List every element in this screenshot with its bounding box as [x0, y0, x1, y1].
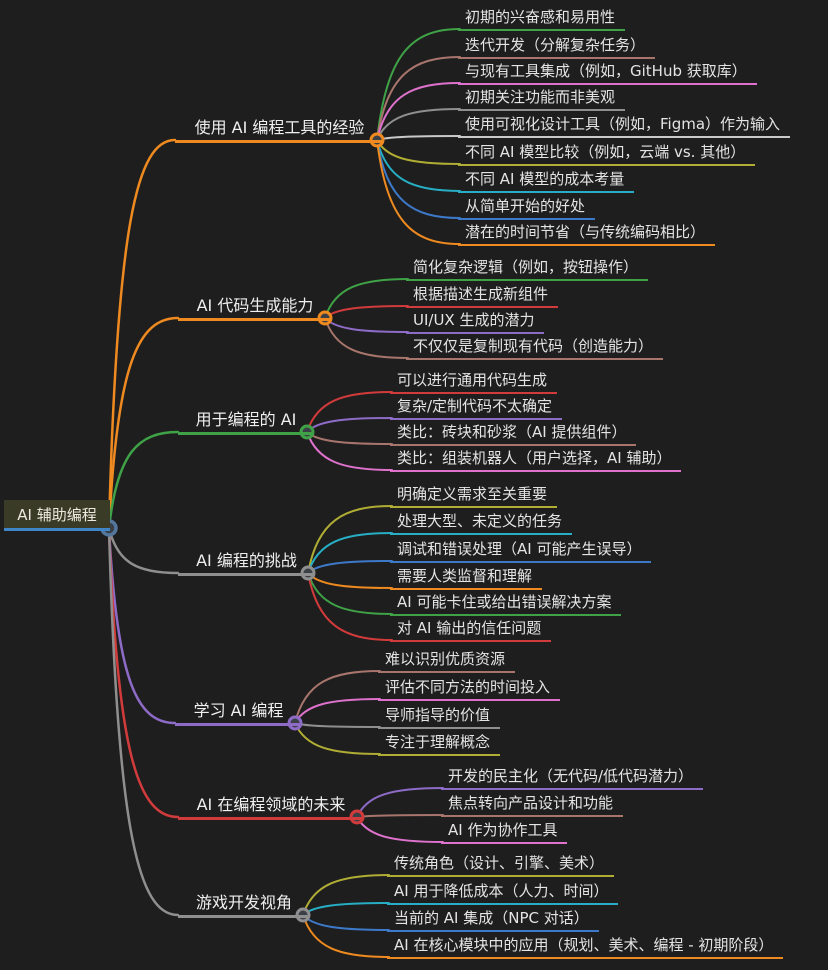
- leaf-topic[interactable]: 使用可视化设计工具（例如，Figma）作为输入: [458, 112, 791, 138]
- leaf-connector: [376, 139, 461, 165]
- leaf-topic[interactable]: 需要人类监督和理解: [390, 564, 543, 590]
- leaf-topic[interactable]: 处理大型、未定义的任务: [390, 509, 573, 535]
- leaf-topic[interactable]: 简化复杂逻辑（例如，按钮操作）: [406, 255, 649, 281]
- leaf-topic[interactable]: AI 作为协作工具: [441, 818, 568, 844]
- branch-topic[interactable]: 学习 AI 编程: [175, 697, 302, 726]
- leaf-connector: [302, 874, 390, 916]
- branch-topic[interactable]: 游戏开发视角: [178, 889, 310, 918]
- branch-topic[interactable]: AI 代码生成能力: [178, 292, 332, 321]
- leaf-topic[interactable]: 初期关注功能而非美观: [458, 85, 626, 111]
- leaf-connector: [324, 317, 409, 333]
- leaf-connector: [356, 814, 444, 818]
- leaf-topic[interactable]: 对 AI 输出的信任问题: [390, 616, 552, 642]
- leaf-topic[interactable]: 导师指导的价值: [378, 703, 501, 729]
- leaf-connector: [302, 914, 390, 931]
- leaf-topic[interactable]: 专注于理解概念: [378, 730, 501, 756]
- leaf-connector: [307, 572, 393, 641]
- branch-connector: [107, 526, 180, 819]
- leaf-topic[interactable]: 与现有工具集成（例如，GitHub 获取库）: [458, 59, 757, 85]
- leaf-connector: [376, 135, 461, 141]
- leaf-connector: [376, 82, 461, 141]
- leaf-connector: [324, 305, 409, 319]
- leaf-connector: [356, 816, 444, 843]
- leaf-topic[interactable]: UI/UX 生成的潜力: [406, 308, 545, 334]
- leaf-topic[interactable]: 评估不同方法的时间投入: [378, 675, 561, 701]
- branch-connector: [107, 526, 177, 725]
- leaf-connector: [294, 670, 381, 724]
- branch-connector: [107, 316, 180, 530]
- leaf-connector: [294, 722, 381, 755]
- leaf-connector: [306, 391, 393, 433]
- leaf-connector: [356, 787, 444, 818]
- leaf-connector: [294, 722, 381, 728]
- leaf-topic[interactable]: 不仅仅是复制现有代码（创造能力）: [406, 334, 664, 360]
- leaf-topic[interactable]: 从简单开始的好处: [458, 194, 596, 220]
- leaf-topic[interactable]: 焦点转向产品设计和功能: [441, 791, 624, 817]
- leaf-topic[interactable]: 潜在的时间节省（与传统编码相比）: [458, 220, 716, 246]
- leaf-topic[interactable]: AI 在核心模块中的应用（规划、美术、编程 - 初期阶段）: [387, 933, 784, 959]
- leaf-connector: [306, 431, 393, 445]
- leaf-topic[interactable]: 难以识别优质资源: [378, 647, 516, 673]
- leaf-connector: [306, 431, 393, 471]
- root-topic[interactable]: AI 辅助编程: [4, 500, 110, 531]
- branch-topic[interactable]: AI 编程的挑战: [178, 547, 315, 576]
- leaf-topic[interactable]: AI 可能卡住或给出错误解决方案: [390, 590, 622, 616]
- leaf-connector: [376, 139, 461, 245]
- leaf-topic[interactable]: 可以进行通用代码生成: [390, 368, 558, 394]
- branch-connector: [107, 138, 177, 530]
- leaf-connector: [376, 108, 461, 141]
- branch-connector: [107, 526, 180, 917]
- leaf-connector: [302, 914, 390, 958]
- leaf-connector: [306, 417, 393, 433]
- leaf-connector: [376, 139, 461, 192]
- branch-connector: [107, 526, 180, 575]
- leaf-connector: [376, 56, 461, 141]
- leaf-topic[interactable]: 类比：组装机器人（用户选择，AI 辅助）: [390, 446, 682, 472]
- leaf-connector: [324, 278, 409, 319]
- leaf-connector: [307, 560, 393, 574]
- leaf-topic[interactable]: 不同 AI 模型的成本考量: [458, 167, 635, 193]
- branch-topic[interactable]: AI 在编程领域的未来: [178, 791, 364, 820]
- branch-connector: [107, 430, 180, 530]
- leaf-connector: [307, 532, 393, 574]
- leaf-topic[interactable]: 初期的兴奋感和易用性: [458, 5, 626, 31]
- leaf-topic[interactable]: 根据描述生成新组件: [406, 282, 559, 308]
- leaf-topic[interactable]: 传统角色（设计、引擎、美术）: [387, 851, 615, 877]
- leaf-topic[interactable]: 当前的 AI 集成（NPC 对话）: [387, 906, 599, 932]
- leaf-topic[interactable]: AI 用于降低成本（人力、时间）: [387, 879, 619, 905]
- leaf-connector: [294, 698, 381, 724]
- leaf-connector: [324, 317, 409, 359]
- leaf-topic[interactable]: 明确定义需求至关重要: [390, 482, 558, 508]
- branch-topic[interactable]: 使用 AI 编程工具的经验: [175, 114, 384, 143]
- leaf-connector: [302, 902, 390, 916]
- leaf-topic[interactable]: 不同 AI 模型比较（例如，云端 vs. 其他）: [458, 140, 756, 166]
- leaf-topic[interactable]: 复杂/定制代码不太确定: [390, 394, 563, 420]
- branch-topic[interactable]: 用于编程的 AI: [178, 406, 314, 435]
- leaf-connector: [307, 572, 393, 615]
- leaf-topic[interactable]: 类比：砖块和砂浆（AI 提供组件）: [390, 420, 637, 446]
- leaf-connector: [307, 505, 393, 574]
- leaf-connector: [376, 139, 461, 219]
- leaf-topic[interactable]: 调试和错误处理（AI 可能产生误导）: [390, 537, 652, 563]
- leaf-topic[interactable]: 迭代开发（分解复杂任务）: [458, 33, 656, 59]
- leaf-connector: [307, 572, 393, 589]
- leaf-connector: [376, 28, 461, 141]
- leaf-topic[interactable]: 开发的民主化（无代码/低代码潜力）: [441, 764, 704, 790]
